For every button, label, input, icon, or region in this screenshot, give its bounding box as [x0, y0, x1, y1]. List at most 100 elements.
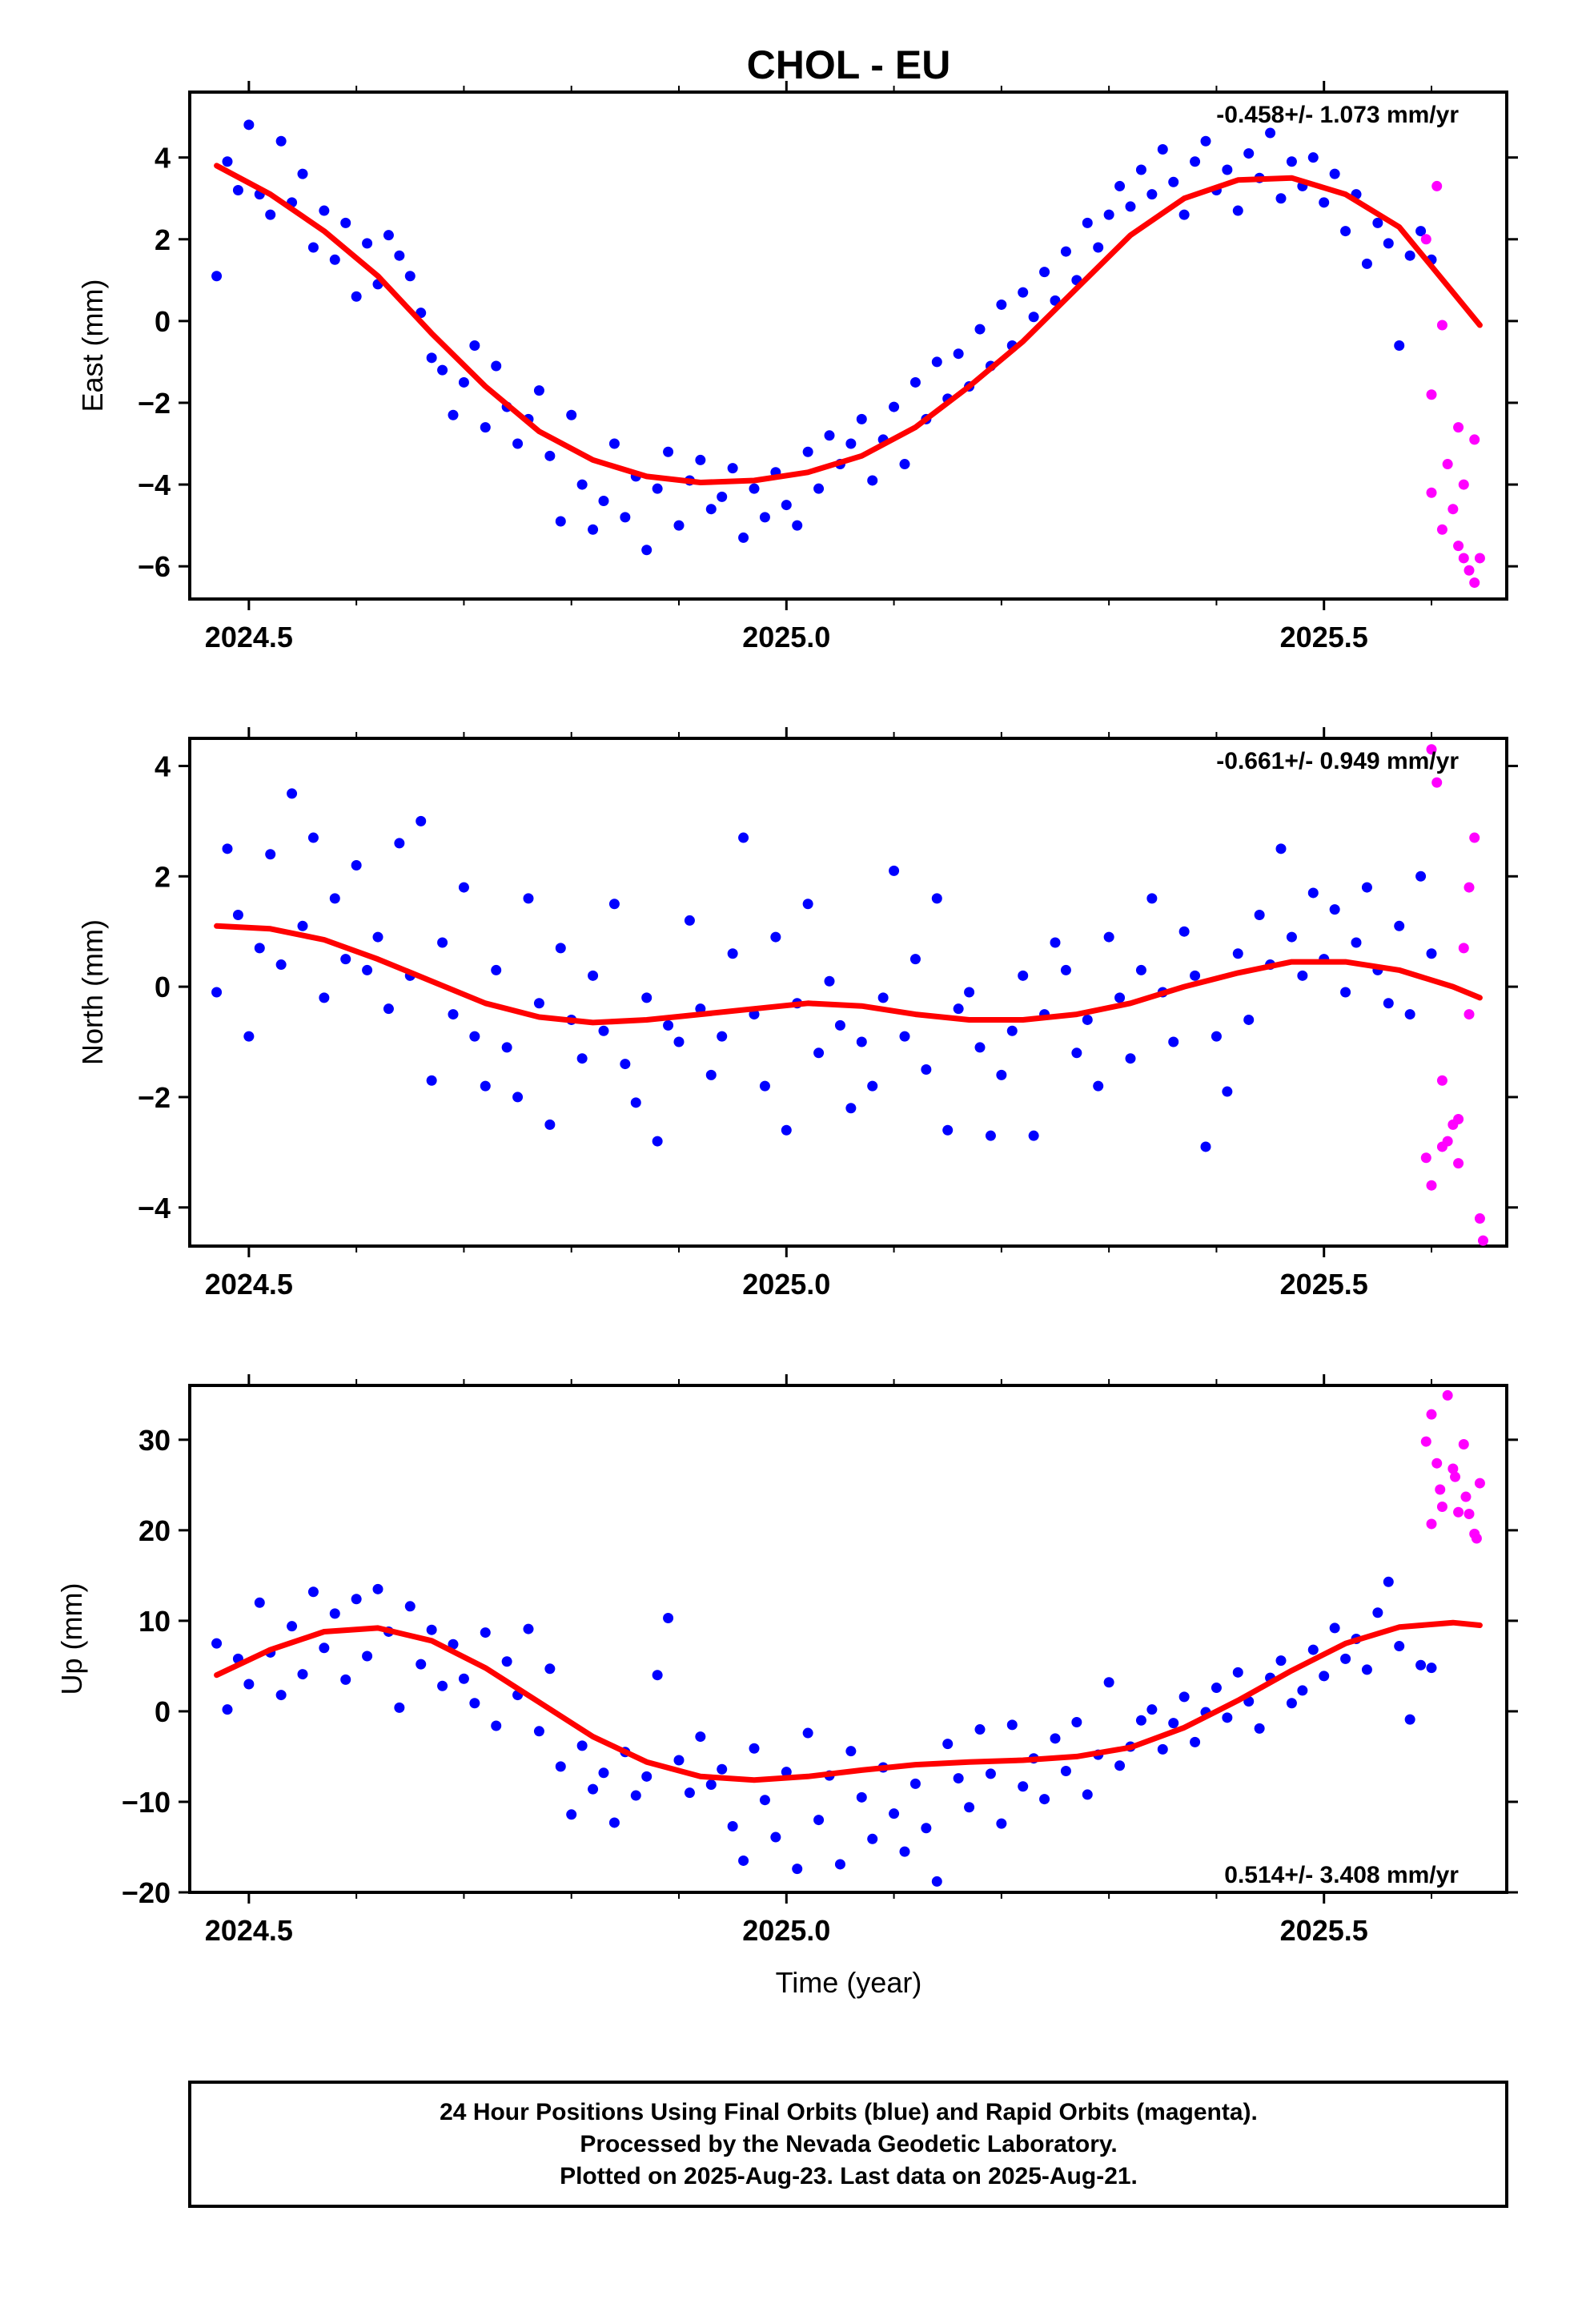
- east-rapid-point: [1469, 577, 1480, 589]
- east-ytick-label: 4: [155, 142, 171, 175]
- north-final-point: [501, 1042, 512, 1053]
- north-xtick-label: 2025.5: [1280, 1268, 1368, 1301]
- east-panel: 2024.5 2025.0 2025.5 4 2 0 −2 −4 −6 East (mm) -0.4…: [76, 81, 1518, 653]
- east-final-point: [953, 348, 964, 360]
- north-final-point: [458, 882, 469, 893]
- east-final-point: [1307, 152, 1319, 163]
- east-final-point: [1265, 127, 1276, 139]
- east-rapid-point: [1458, 479, 1469, 490]
- east-final-point: [329, 254, 340, 265]
- up-rapid-point: [1435, 1484, 1446, 1495]
- east-final-point: [899, 459, 910, 470]
- east-final-point: [491, 360, 502, 372]
- north-final-point: [265, 849, 276, 860]
- up-final-point: [287, 1621, 298, 1632]
- up-final-point: [1071, 1716, 1082, 1727]
- x-axis-label: Time (year): [776, 1966, 922, 1999]
- north-ytick-label: 2: [155, 860, 171, 893]
- up-final-point: [469, 1698, 480, 1709]
- up-final-point: [1340, 1653, 1351, 1664]
- footer-line-3: Plotted on 2025-Aug-23. Last data on 202…: [560, 2163, 1138, 2189]
- east-final-point: [889, 401, 900, 412]
- east-final-point: [1157, 143, 1168, 155]
- up-final-point: [566, 1809, 577, 1820]
- east-xtick-label: 2025.5: [1280, 621, 1368, 653]
- north-final-point: [1254, 910, 1265, 921]
- north-final-point: [1232, 948, 1243, 959]
- east-final-point: [845, 438, 857, 449]
- north-final-point: [964, 987, 975, 998]
- east-final-point: [1103, 209, 1114, 220]
- up-final-point: [974, 1724, 986, 1735]
- up-final-point: [802, 1727, 813, 1739]
- north-final-point: [243, 1031, 255, 1042]
- north-final-point: [1361, 882, 1372, 893]
- east-final-point: [705, 504, 717, 515]
- up-final-point: [1426, 1663, 1437, 1674]
- north-final-point: [480, 1080, 491, 1092]
- north-final-point: [287, 788, 298, 799]
- up-final-point: [1103, 1677, 1114, 1688]
- up-ytick-label: −20: [122, 1876, 171, 1909]
- up-rapid-point: [1442, 1389, 1453, 1401]
- north-final-point: [1383, 998, 1394, 1009]
- north-final-point: [899, 1031, 910, 1042]
- up-xtick-label: 2024.5: [205, 1914, 293, 1947]
- north-final-point: [1211, 1031, 1222, 1042]
- up-final-point: [275, 1690, 287, 1701]
- up-final-point: [684, 1787, 695, 1799]
- north-rapid-point: [1426, 1180, 1437, 1191]
- up-final-point: [437, 1680, 448, 1691]
- north-final-point: [297, 920, 308, 931]
- north-final-point: [275, 959, 287, 971]
- north-final-point: [845, 1103, 857, 1114]
- north-final-point: [491, 964, 502, 975]
- north-fit-curve: [214, 923, 1483, 1026]
- up-rate-label: 0.514+/- 3.408 mm/yr: [1224, 1862, 1459, 1888]
- east-rapid-point: [1469, 434, 1480, 445]
- east-rapid-point: [1447, 504, 1459, 515]
- north-rapid-point: [1453, 1158, 1464, 1169]
- east-final-point: [1178, 209, 1190, 220]
- up-final-point: [1404, 1714, 1415, 1725]
- east-final-point: [1082, 217, 1093, 228]
- east-ytick-label: 0: [155, 305, 171, 338]
- north-final-point: [588, 970, 599, 981]
- up-final-point: [738, 1855, 749, 1866]
- north-final-point: [1114, 992, 1126, 1003]
- north-rapid-point: [1458, 943, 1469, 954]
- up-final-point: [491, 1720, 502, 1731]
- up-final-point: [211, 1638, 223, 1649]
- north-final-point: [1286, 931, 1297, 943]
- east-final-point: [1319, 197, 1330, 208]
- east-final-point: [232, 185, 243, 196]
- north-final-point: [727, 948, 738, 959]
- east-rapid-point: [1442, 459, 1453, 470]
- north-final-point: [1168, 1036, 1179, 1047]
- north-final-point: [834, 1019, 845, 1031]
- up-final-point: [1157, 1743, 1168, 1755]
- north-final-point: [1190, 970, 1201, 981]
- up-ytick-label: −10: [122, 1786, 171, 1819]
- east-plot-frame: [188, 90, 1508, 601]
- north-final-point: [1394, 920, 1405, 931]
- east-final-point: [576, 479, 588, 490]
- east-final-point: [1168, 176, 1179, 187]
- east-xtick-label: 2025.0: [742, 621, 830, 653]
- north-final-point: [1415, 870, 1427, 882]
- east-final-point: [1404, 250, 1415, 261]
- north-final-point: [1404, 1009, 1415, 1020]
- east-final-point: [1146, 189, 1158, 200]
- north-final-point: [867, 1080, 878, 1092]
- north-final-point: [448, 1009, 459, 1020]
- north-final-point: [738, 832, 749, 843]
- north-final-point: [1307, 887, 1319, 899]
- north-final-point: [717, 1031, 728, 1042]
- north-final-point: [222, 843, 233, 854]
- north-final-point: [1222, 1086, 1233, 1097]
- north-final-point: [523, 893, 534, 904]
- up-rapid-point: [1460, 1491, 1472, 1502]
- east-rapid-point: [1474, 553, 1485, 564]
- east-final-point: [275, 135, 287, 147]
- north-final-point: [426, 1075, 437, 1086]
